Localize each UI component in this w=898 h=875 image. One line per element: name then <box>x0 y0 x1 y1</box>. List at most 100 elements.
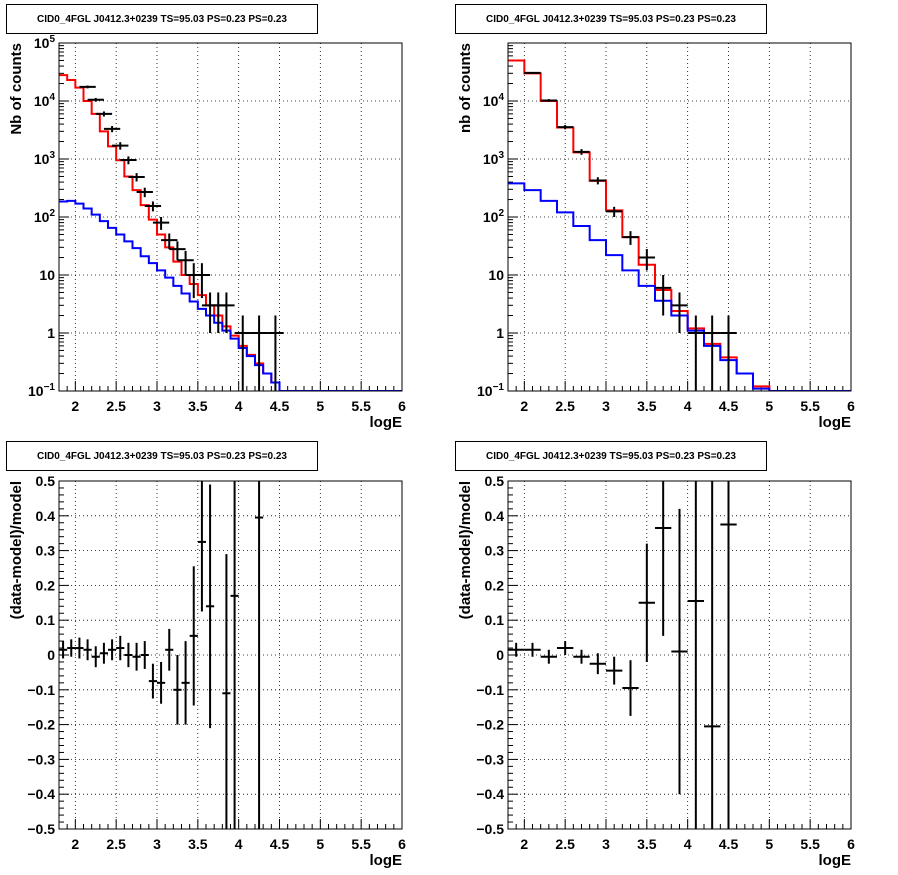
y-tick-label: 10 <box>488 267 504 283</box>
x-tick-label: 2.5 <box>555 836 575 852</box>
y-tick-label: 0.2 <box>485 577 505 593</box>
plot-frame <box>58 42 403 392</box>
y-tick-label: 0 <box>47 647 55 663</box>
y-tick-label: −0.3 <box>27 751 55 767</box>
y-tick-label: −0.4 <box>476 786 504 802</box>
x-tick-label: 4 <box>235 398 243 414</box>
y-tick-label: 102 <box>34 208 56 225</box>
x-tick-label: 3.5 <box>188 836 208 852</box>
x-tick-label: 4 <box>684 836 692 852</box>
plot-area <box>508 59 851 391</box>
x-axis-label: logE <box>819 852 852 869</box>
x-tick-label: 6 <box>847 398 855 414</box>
x-tick-label: 6 <box>398 398 406 414</box>
x-tick-label: 2 <box>520 836 528 852</box>
x-tick-label: 4.5 <box>270 836 290 852</box>
x-tick-label: 4.5 <box>719 398 739 414</box>
y-axis-label: (data-model)/model <box>8 481 25 619</box>
x-tick-label: 2 <box>71 836 79 852</box>
panel-3: 2 2.5 3 3.5 4 4.5 5 5.5 6 −0.5 −0.4 −0.3 −0.2 −0.1 0 0.… <box>457 473 855 869</box>
x-tick-label: 3.5 <box>637 398 657 414</box>
x-tick-label: 6 <box>398 836 406 852</box>
y-tick-label: −0.1 <box>27 682 55 698</box>
y-tick-label: 0.5 <box>485 473 505 489</box>
y-tick-label: 104 <box>483 92 505 109</box>
x-tick-label: 3 <box>153 836 161 852</box>
plot-frame <box>507 42 852 392</box>
plot-area <box>59 74 402 391</box>
x-tick-label: 5 <box>765 398 773 414</box>
y-tick-label: 103 <box>483 150 505 167</box>
title-box-bottom-right: CID0_4FGL J0412.3+0239 TS=95.03 PS=0.23 … <box>455 441 767 471</box>
y-tick-label: 0.1 <box>36 612 56 628</box>
plot-frame <box>58 480 403 830</box>
y-tick-label: −0.4 <box>27 786 55 802</box>
x-tick-label: 4.5 <box>719 836 739 852</box>
y-axis-label: nb of counts <box>457 43 474 133</box>
histogram-red <box>508 59 851 391</box>
x-tick-label: 3.5 <box>637 836 657 852</box>
y-tick-label: 103 <box>34 150 56 167</box>
y-tick-label: 104 <box>34 92 56 109</box>
y-tick-label: 0.1 <box>485 612 505 628</box>
histogram-red <box>59 74 402 391</box>
y-tick-label: −0.2 <box>476 717 504 733</box>
x-tick-label: 3 <box>602 836 610 852</box>
y-tick-label: −0.5 <box>27 821 55 837</box>
y-tick-label: 0.2 <box>36 577 56 593</box>
x-tick-label: 2.5 <box>106 398 126 414</box>
y-tick-label: −0.5 <box>476 821 504 837</box>
x-tick-label: 3.5 <box>188 398 208 414</box>
histogram-blue <box>508 182 851 391</box>
x-tick-label: 4 <box>684 398 692 414</box>
plot-frame <box>507 480 852 830</box>
x-axis-label: logE <box>819 414 852 431</box>
title-box-top-left: CID0_4FGL J0412.3+0239 TS=95.03 PS=0.23 … <box>6 4 318 34</box>
y-axis-label: Nb of counts <box>8 43 25 135</box>
title-box-top-right: CID0_4FGL J0412.3+0239 TS=95.03 PS=0.23 … <box>455 4 767 34</box>
x-tick-label: 5 <box>316 398 324 414</box>
x-axis-label: logE <box>370 852 403 869</box>
x-tick-label: 5.5 <box>351 398 371 414</box>
x-tick-label: 5.5 <box>351 836 371 852</box>
plot-area <box>59 481 264 829</box>
x-tick-label: 2.5 <box>555 398 575 414</box>
y-tick-label: 105 <box>34 34 56 51</box>
x-tick-label: 6 <box>847 836 855 852</box>
x-tick-label: 4 <box>235 836 243 852</box>
y-tick-label: 0.3 <box>36 543 56 559</box>
y-tick-label: 0.4 <box>485 508 505 524</box>
x-tick-label: 5 <box>316 836 324 852</box>
x-tick-label: 2 <box>71 398 79 414</box>
y-tick-label: −0.1 <box>476 682 504 698</box>
plot-area <box>508 481 737 829</box>
y-tick-label: 0.3 <box>485 543 505 559</box>
y-tick-label: 0.4 <box>36 508 56 524</box>
x-tick-label: 3 <box>153 398 161 414</box>
panel-0: 2 2.5 3 3.5 4 4.5 5 5.5 6 10−1 1 10 102 103 104 105 logE… <box>8 34 406 431</box>
y-axis-label: (data-model)/model <box>457 481 474 619</box>
histogram-blue <box>59 199 402 391</box>
x-tick-label: 5 <box>765 836 773 852</box>
title-box-bottom-left: CID0_4FGL J0412.3+0239 TS=95.03 PS=0.23 … <box>6 441 318 471</box>
y-tick-label: 10−1 <box>28 382 55 399</box>
y-tick-label: −0.3 <box>476 751 504 767</box>
panel-2: 2 2.5 3 3.5 4 4.5 5 5.5 6 −0.5 −0.4 −0.3 −0.2 −0.1 0 0.… <box>8 473 406 869</box>
y-tick-label: −0.2 <box>27 717 55 733</box>
y-tick-label: 0.5 <box>36 473 56 489</box>
x-tick-label: 2 <box>520 398 528 414</box>
panel-1: 2 2.5 3 3.5 4 4.5 5 5.5 6 10−1 1 10 102 103 104 logE nb … <box>457 42 855 431</box>
y-tick-label: 10 <box>39 267 55 283</box>
x-tick-label: 5.5 <box>800 398 820 414</box>
x-tick-label: 2.5 <box>106 836 126 852</box>
y-tick-label: 1 <box>47 325 55 341</box>
x-tick-label: 4.5 <box>270 398 290 414</box>
x-tick-label: 5.5 <box>800 836 820 852</box>
x-axis-label: logE <box>370 414 403 431</box>
y-tick-label: 102 <box>483 208 505 225</box>
y-tick-label: 0 <box>496 647 504 663</box>
x-tick-label: 3 <box>602 398 610 414</box>
y-tick-label: 1 <box>496 325 504 341</box>
y-tick-label: 10−1 <box>477 382 504 399</box>
